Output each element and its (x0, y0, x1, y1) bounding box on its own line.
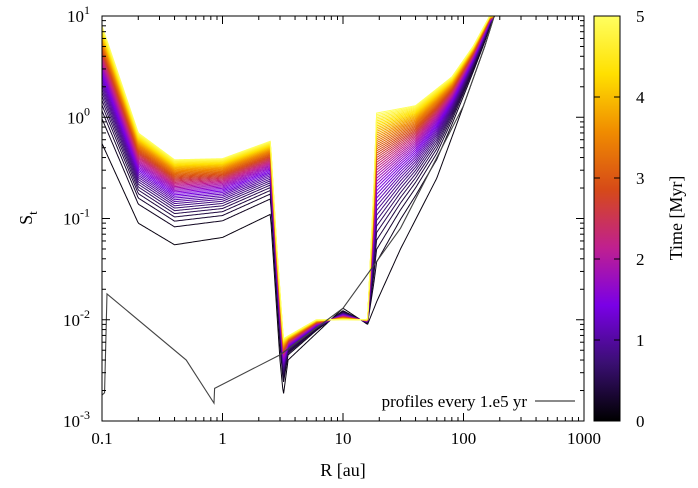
profile-line-6 (102, 16, 514, 372)
x-axis-label: R [au] (320, 460, 365, 480)
colorbar-tick-label: 3 (636, 169, 645, 188)
colorbar-tick-label: 1 (636, 331, 645, 350)
colorbar-tick-label: 5 (636, 7, 645, 26)
profile-line-4 (102, 16, 514, 376)
x-tick-labels: 0.1 1 10 100 1000 (91, 429, 601, 448)
legend: profiles every 1.e5 yr (382, 392, 575, 411)
y-tick-label: 100 (67, 104, 90, 127)
profile-line-15 (102, 16, 514, 361)
profile-line-35 (102, 16, 514, 348)
y-tick-label: 101 (67, 3, 90, 26)
colorbar-tick-label: 4 (636, 88, 645, 107)
x-tick-label: 1000 (567, 429, 601, 448)
profiles-group (102, 16, 514, 405)
profile-line-26 (102, 16, 514, 354)
y-tick-label: 10-2 (63, 307, 90, 330)
axis-ticks (101, 15, 585, 422)
legend-label: profiles every 1.e5 yr (382, 392, 528, 411)
x-tick-label: 100 (451, 429, 477, 448)
y-tick-label: 10-1 (63, 206, 90, 229)
colorbar (593, 15, 621, 422)
colorbar-tick-label: 2 (636, 250, 645, 269)
colorbar-tick-label: 0 (636, 412, 645, 431)
profile-line-22 (102, 16, 514, 355)
x-tick-label: 0.1 (91, 429, 112, 448)
profile-line-initial (102, 16, 495, 405)
x-tick-label: 10 (335, 429, 352, 448)
y-axis-label-main: S (16, 215, 36, 225)
profile-line-13 (102, 16, 514, 363)
profile-line-3 (102, 16, 514, 379)
x-tick-label: 1 (218, 429, 227, 448)
y-axis-label-sub: t (25, 211, 40, 215)
profile-line-2 (102, 16, 514, 382)
y-axis-label: St (16, 211, 40, 225)
profile-line-1 (102, 16, 514, 394)
profile-line-9 (102, 16, 514, 367)
y-tick-label: 10-3 (63, 408, 90, 431)
profile-line-18 (102, 16, 514, 358)
profile-line-50 (102, 16, 514, 340)
y-tick-labels: 10-3 10-2 10-1 100 101 (63, 3, 90, 431)
plot-frame (101, 15, 585, 422)
colorbar-ticks: 0 1 2 3 4 5 (594, 7, 645, 431)
colorbar-label: Time [Myr] (666, 176, 686, 261)
